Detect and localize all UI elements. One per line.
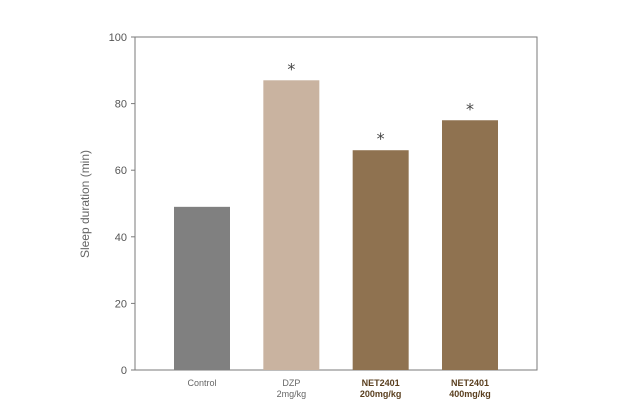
x-tick-label: NET2401 400mg/kg xyxy=(449,378,491,399)
y-tick-label: 0 xyxy=(121,365,127,377)
significance-star: * xyxy=(377,129,385,148)
y-tick-label: 100 xyxy=(109,32,127,44)
y-tick-label: 60 xyxy=(115,165,127,177)
y-tick-label: 20 xyxy=(115,298,127,310)
x-tick-label: NET2401 200mg/kg xyxy=(360,378,402,399)
y-tick-label: 80 xyxy=(115,99,127,111)
bar xyxy=(174,206,230,370)
significance-star: * xyxy=(287,59,295,78)
y-axis-ticks: 0 20 40 60 80 100 xyxy=(109,32,135,377)
bar xyxy=(442,120,498,370)
bar xyxy=(263,80,320,370)
significance-markers: * * * xyxy=(287,59,474,148)
significance-star: * xyxy=(466,99,474,118)
x-tick-label: DZP 2mg/kg xyxy=(277,378,307,399)
bar xyxy=(352,150,409,370)
x-tick-label: Control xyxy=(187,378,216,388)
y-axis-label: Sleep duration (min) xyxy=(78,150,92,258)
x-axis-labels: Control DZP 2mg/kg NET2401 200mg/kg NET2401 40… xyxy=(187,378,490,399)
bars xyxy=(174,80,498,370)
plot-frame xyxy=(134,36,538,371)
y-tick-label: 40 xyxy=(115,232,127,244)
